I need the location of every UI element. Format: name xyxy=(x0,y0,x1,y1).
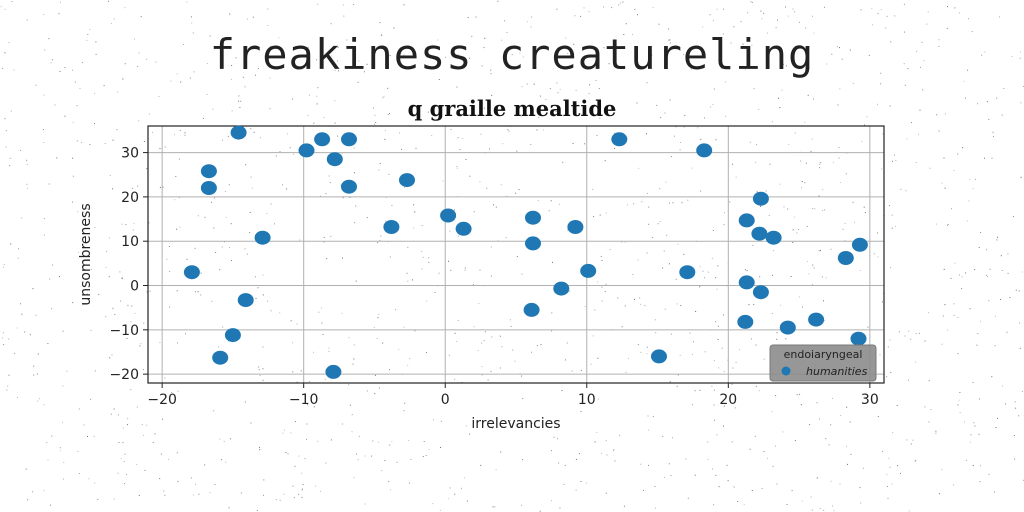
x-tick-label: 20 xyxy=(719,392,737,408)
data-point xyxy=(314,132,331,147)
data-point xyxy=(525,236,541,251)
y-tick-label: 0 xyxy=(130,279,139,295)
data-point xyxy=(737,314,754,329)
data-point xyxy=(752,191,769,206)
legend-title: endoiaryngeal xyxy=(784,348,863,361)
data-point xyxy=(224,328,241,343)
y-tick-label: 30 xyxy=(121,146,139,162)
legend-box xyxy=(769,344,877,382)
y-tick-label: −10 xyxy=(109,323,139,339)
data-point xyxy=(341,132,357,147)
data-point xyxy=(611,132,628,147)
data-point xyxy=(837,251,854,265)
data-point xyxy=(523,302,540,317)
data-point xyxy=(200,181,217,195)
data-point xyxy=(200,164,217,179)
data-point xyxy=(850,331,867,346)
data-point xyxy=(679,265,696,280)
data-point xyxy=(738,213,755,228)
data-point xyxy=(808,312,825,327)
data-point xyxy=(298,143,315,158)
data-point xyxy=(455,221,472,236)
x-tick-label: −20 xyxy=(147,392,177,408)
data-point xyxy=(440,208,457,223)
data-point xyxy=(765,230,782,245)
data-point xyxy=(580,263,597,278)
y-tick-label: 10 xyxy=(121,234,139,250)
data-point xyxy=(326,152,343,167)
data-point xyxy=(325,364,342,379)
data-point xyxy=(525,210,541,225)
plot-area-frame xyxy=(147,125,885,384)
data-point xyxy=(183,265,200,280)
x-tick-label: 30 xyxy=(861,392,879,408)
legend-marker xyxy=(781,366,791,376)
data-point xyxy=(696,143,713,158)
data-point xyxy=(212,350,229,365)
legend-label-humanities: humanities xyxy=(806,365,868,378)
data-point xyxy=(651,349,667,364)
data-point xyxy=(341,179,357,194)
data-point xyxy=(751,226,768,241)
axis-ticks: −20 −10 0 10 20 30 −20 −10 0 10 20 30 xyxy=(109,146,878,408)
y-tick-label: −20 xyxy=(109,367,139,383)
data-point xyxy=(399,173,415,188)
data-points xyxy=(183,125,868,379)
x-tick-label: 0 xyxy=(441,392,450,408)
data-point xyxy=(237,293,254,308)
data-point xyxy=(553,281,570,296)
data-point xyxy=(230,125,247,140)
grid xyxy=(148,126,884,383)
headline: freakiness creatureling xyxy=(209,30,815,79)
data-point xyxy=(383,220,400,234)
data-point xyxy=(851,237,868,252)
x-tick-label: 10 xyxy=(578,392,596,408)
legend: endoiaryngeal humanities xyxy=(769,344,877,382)
data-point xyxy=(752,285,769,300)
x-tick-label: −10 xyxy=(289,392,319,408)
data-point xyxy=(254,230,271,245)
x-axis-label: irrelevancies xyxy=(471,416,560,432)
y-axis-label: unsombreness xyxy=(78,203,94,305)
data-point xyxy=(779,320,796,335)
chart-title: q graille mealtide xyxy=(407,96,617,121)
y-tick-label: 20 xyxy=(121,190,139,206)
data-point xyxy=(738,275,755,290)
data-point xyxy=(567,220,584,234)
